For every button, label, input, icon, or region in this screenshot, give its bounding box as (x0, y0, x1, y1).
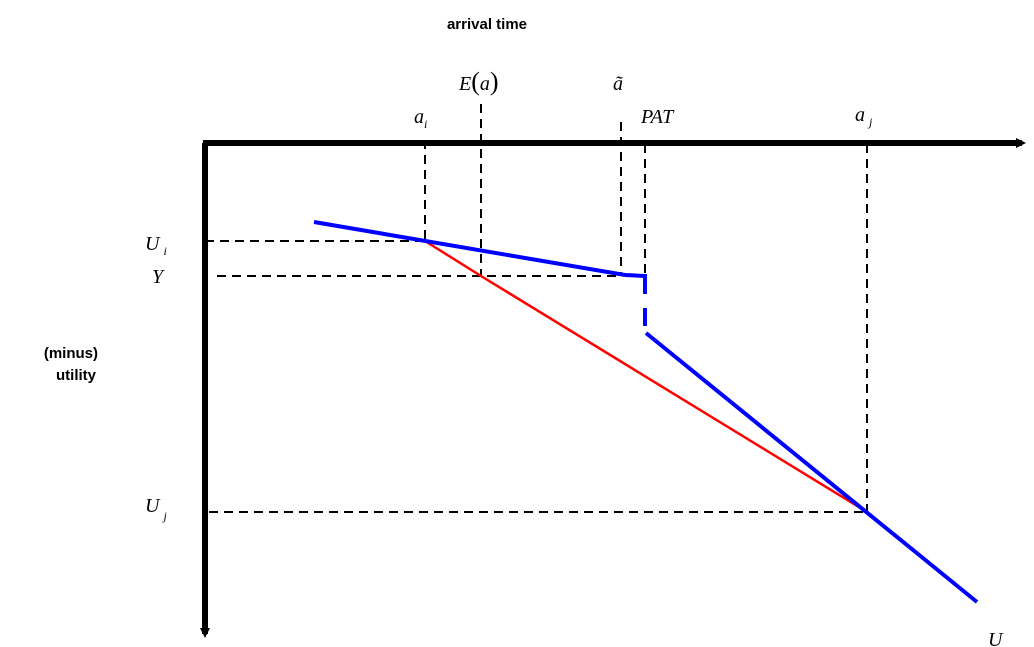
label-y: Y (152, 266, 165, 288)
y-axis-title-line2: utility (56, 367, 97, 384)
chord-line (424, 239, 868, 514)
guide-lines (205, 104, 868, 513)
utility-curve-late (644, 331, 979, 604)
label-a-i: ai (414, 106, 427, 131)
label-expected-a: E(a) (458, 67, 499, 96)
utility-curve-early (313, 220, 647, 294)
x-axis-title: arrival time (447, 16, 527, 33)
y-axis-title-line1: (minus) (44, 345, 98, 362)
label-curve-u-text: U (988, 629, 1004, 647)
label-a-tilde: ã (613, 73, 623, 95)
label-pat: PAT (640, 106, 675, 128)
